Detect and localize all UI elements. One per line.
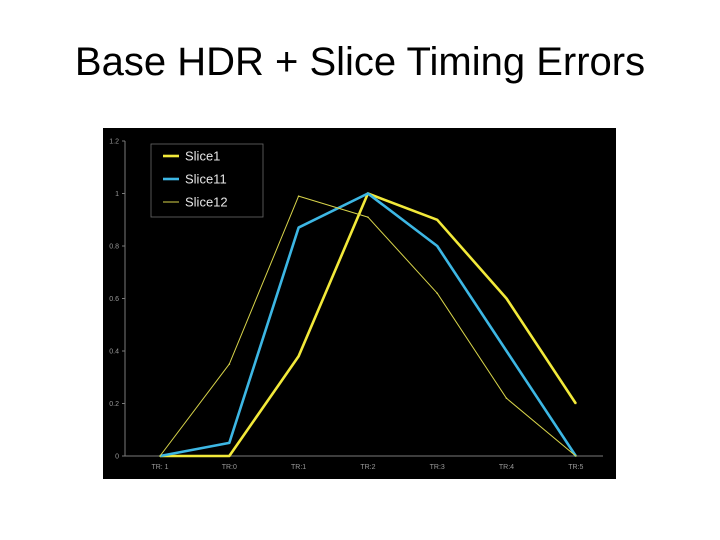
y-tick-label: 0.2 [109, 401, 119, 408]
x-tick-label: TR:0 [222, 464, 237, 471]
x-tick-label: TR:5 [568, 464, 583, 471]
slide-title: Base HDR + Slice Timing Errors [74, 40, 646, 84]
x-tick-label: TR: 1 [151, 464, 168, 471]
legend-label-slice1: Slice1 [185, 149, 220, 164]
data-point-slice11 [228, 442, 231, 444]
data-point-slice12 [505, 397, 508, 400]
data-point-slice1 [228, 455, 231, 457]
x-tick-label: TR:3 [430, 464, 445, 471]
legend-label-slice12: Slice12 [185, 195, 228, 210]
y-tick-label: 0 [115, 454, 119, 461]
data-point-slice12 [228, 363, 231, 365]
x-tick-label: TR:1 [291, 464, 306, 471]
series-lines [159, 192, 577, 458]
data-point-slice11 [297, 226, 300, 229]
data-point-slice12 [367, 216, 369, 218]
y-tick-label: 0.4 [109, 349, 119, 356]
data-point-slice12 [436, 292, 439, 295]
data-point-slice12 [575, 455, 577, 457]
data-point-slice12 [297, 195, 300, 197]
data-point-slice1 [505, 297, 508, 300]
data-point-slice11 [367, 192, 369, 195]
line-chart: 0 0.2 0.4 0.6 0.8 1 1.2 TR: 1 TR:0 TR:1 TR:2 TR:3 TR… [103, 128, 616, 479]
data-point-slice11 [436, 245, 439, 247]
data-point-slice1 [436, 218, 439, 221]
data-point-slice1 [575, 402, 577, 405]
data-point-slice1 [297, 355, 300, 358]
data-point-slice11 [505, 350, 508, 352]
data-point-slice12 [159, 455, 161, 457]
y-tick-label: 1 [115, 191, 119, 198]
y-tick-label: 0.8 [109, 244, 119, 251]
y-tick-label: 0.6 [109, 296, 119, 303]
legend-label-slice11: Slice11 [185, 172, 227, 187]
x-tick-label: TR:2 [360, 464, 375, 471]
legend: Slice1 Slice11 Slice12 [150, 143, 264, 218]
x-tick-label: TR:4 [499, 464, 514, 471]
y-tick-label: 1.2 [109, 139, 119, 146]
